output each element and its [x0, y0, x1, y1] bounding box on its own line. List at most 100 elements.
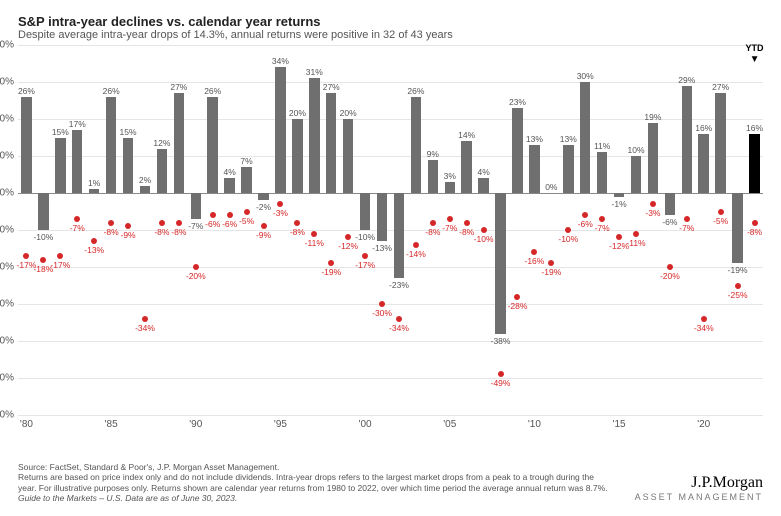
y-tick-label: -20% — [0, 262, 18, 273]
intra-year-dot — [498, 371, 504, 377]
x-tick-label: '15 — [613, 419, 626, 430]
chart-area: -60%-50%-40%-30%-20%-10%0%10%20%30%40%26… — [18, 45, 763, 415]
y-tick-label: 10% — [0, 151, 18, 162]
annual-return-bar — [428, 160, 438, 193]
annual-return-bar — [580, 82, 590, 193]
x-tick-label: '05 — [443, 419, 456, 430]
annual-return-bar — [394, 193, 404, 278]
intra-year-label: -7% — [679, 223, 694, 233]
intra-year-dot — [40, 257, 46, 263]
annual-return-label: 2% — [139, 175, 151, 185]
intra-year-dot — [362, 253, 368, 259]
intra-year-dot — [193, 264, 199, 270]
intra-year-label: -3% — [645, 208, 660, 218]
annual-return-label: 1% — [88, 178, 100, 188]
gridline — [18, 45, 763, 46]
intra-year-dot — [142, 316, 148, 322]
annual-return-label: 34% — [272, 56, 289, 66]
annual-return-bar — [343, 119, 353, 193]
intra-year-dot — [277, 201, 283, 207]
annual-return-bar — [563, 145, 573, 193]
annual-return-bar — [698, 134, 708, 193]
x-tick-label: '95 — [274, 419, 287, 430]
x-tick-label: '00 — [359, 419, 372, 430]
annual-return-label: 4% — [477, 167, 489, 177]
annual-return-label: 0% — [545, 182, 557, 192]
annual-return-bar — [732, 193, 742, 263]
intra-year-label: -8% — [104, 227, 119, 237]
annual-return-label: 29% — [678, 75, 695, 85]
annual-return-bar — [597, 152, 607, 193]
intra-year-label: -34% — [694, 323, 714, 333]
annual-return-bar — [241, 167, 251, 193]
chart-title: S&P intra-year declines vs. calendar yea… — [18, 14, 763, 29]
annual-return-label: 15% — [52, 127, 69, 137]
annual-return-label: 9% — [427, 149, 439, 159]
annual-return-bar — [445, 182, 455, 193]
annual-return-bar — [157, 149, 167, 193]
annual-return-label: 27% — [323, 82, 340, 92]
annual-return-bar — [512, 108, 522, 193]
intra-year-label: -17% — [50, 260, 70, 270]
intra-year-label: -34% — [389, 323, 409, 333]
intra-year-label: -8% — [747, 227, 762, 237]
annual-return-label: 27% — [712, 82, 729, 92]
annual-return-bar — [174, 93, 184, 193]
intra-year-dot — [464, 220, 470, 226]
intra-year-dot — [667, 264, 673, 270]
intra-year-label: -12% — [338, 241, 358, 251]
brand-sub: ASSET MANAGEMENT — [635, 492, 763, 502]
intra-year-dot — [311, 231, 317, 237]
intra-year-dot — [481, 227, 487, 233]
intra-year-label: -20% — [660, 271, 680, 281]
annual-return-bar — [529, 145, 539, 193]
gridline — [18, 378, 763, 379]
intra-year-dot — [379, 301, 385, 307]
annual-return-label: -7% — [188, 221, 203, 231]
annual-return-bar — [106, 97, 116, 193]
intra-year-dot — [345, 234, 351, 240]
annual-return-label: -13% — [372, 243, 392, 253]
brand-logo: J.P.Morgan — [635, 474, 763, 492]
intra-year-label: -6% — [578, 219, 593, 229]
annual-return-label: 13% — [560, 134, 577, 144]
intra-year-label: -7% — [70, 223, 85, 233]
annual-return-label: 19% — [644, 112, 661, 122]
annual-return-bar — [461, 141, 471, 193]
chart-subtitle: Despite average intra-year drops of 14.3… — [18, 29, 763, 41]
intra-year-dot — [599, 216, 605, 222]
intra-year-label: -9% — [256, 230, 271, 240]
intra-year-dot — [176, 220, 182, 226]
annual-return-bar — [749, 134, 759, 193]
annual-return-bar — [191, 193, 201, 219]
annual-return-bar — [309, 78, 319, 193]
annual-return-label: 20% — [340, 108, 357, 118]
annual-return-bar — [21, 97, 31, 193]
annual-return-bar — [715, 93, 725, 193]
intra-year-dot — [91, 238, 97, 244]
intra-year-dot — [735, 283, 741, 289]
intra-year-label: -8% — [154, 227, 169, 237]
intra-year-label: -8% — [425, 227, 440, 237]
annual-return-label: 16% — [695, 123, 712, 133]
annual-return-bar — [38, 193, 48, 230]
x-tick-label: '10 — [528, 419, 541, 430]
intra-year-label: -11% — [305, 238, 324, 248]
ytd-arrow-icon: ▼ — [750, 54, 760, 65]
intra-year-label: -34% — [135, 323, 155, 333]
intra-year-label: -13% — [84, 245, 104, 255]
intra-year-dot — [430, 220, 436, 226]
annual-return-bar — [89, 189, 99, 193]
annual-return-label: 26% — [204, 86, 221, 96]
annual-return-label: 4% — [223, 167, 235, 177]
intra-year-dot — [244, 209, 250, 215]
y-tick-label: -40% — [0, 336, 18, 347]
intra-year-label: -6% — [205, 219, 220, 229]
brand-block: J.P.Morgan ASSET MANAGEMENT — [635, 474, 763, 502]
intra-year-dot — [261, 223, 267, 229]
annual-return-bar — [292, 119, 302, 193]
footnote-asof: Guide to the Markets – U.S. Data are as … — [18, 493, 611, 504]
intra-year-dot — [650, 201, 656, 207]
annual-return-bar — [275, 67, 285, 193]
y-tick-label: -30% — [0, 299, 18, 310]
